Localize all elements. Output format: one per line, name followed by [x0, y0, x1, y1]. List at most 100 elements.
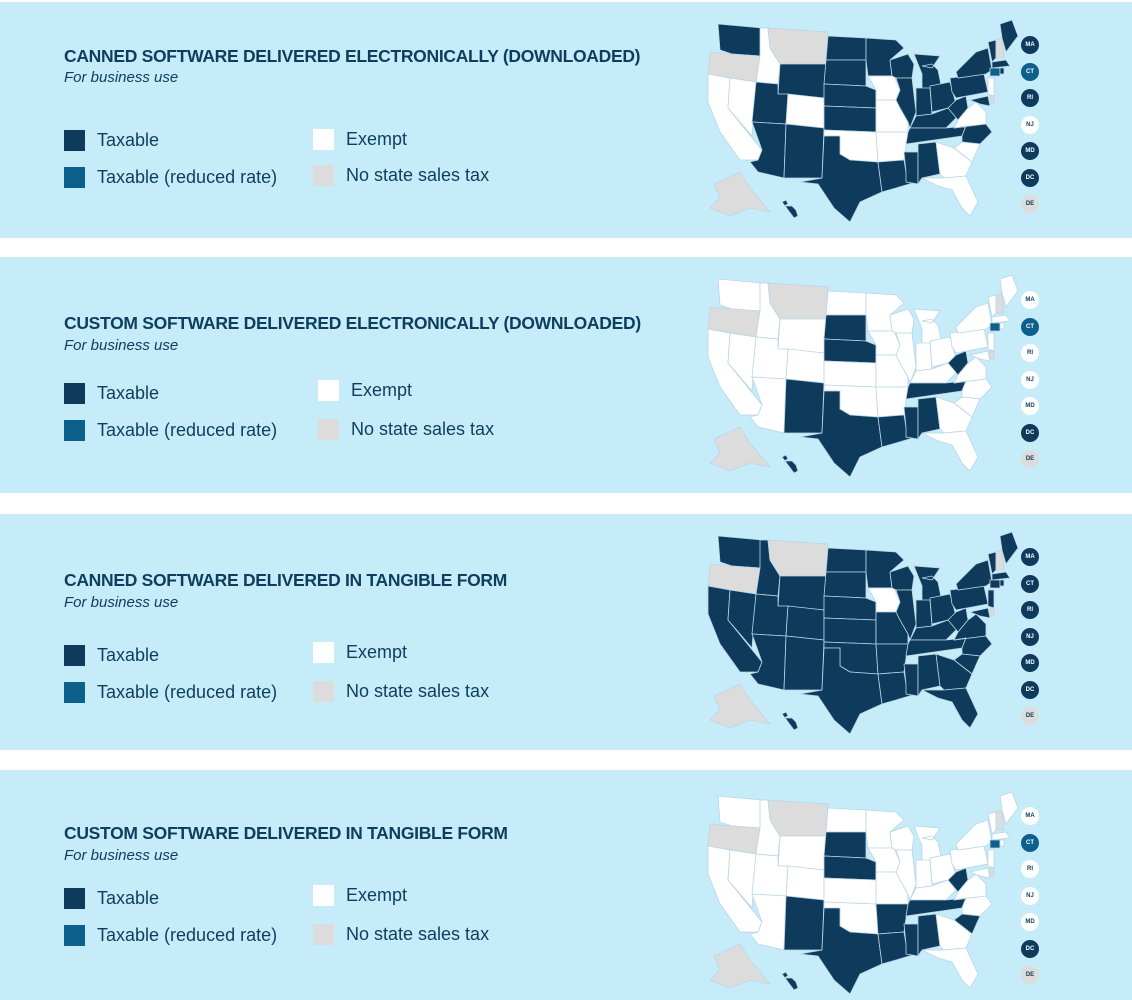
- state-wy: [777, 318, 827, 354]
- state-tx: [799, 390, 883, 477]
- exempt-swatch: [318, 380, 339, 401]
- state-mi: [913, 565, 943, 605]
- state-ct: [989, 579, 1001, 589]
- state-mt: [767, 799, 829, 837]
- panel-title: CUSTOM SOFTWARE DELIVERED ELECTRONICALLY…: [64, 313, 641, 333]
- state-nm: [783, 123, 825, 179]
- state-fl: [921, 687, 979, 729]
- state-mi: [913, 308, 943, 348]
- badge-nj: NJ: [1021, 370, 1039, 389]
- state-me: [999, 531, 1019, 565]
- state-hi: [781, 199, 799, 219]
- state-sd: [823, 571, 867, 599]
- state-nh: [995, 549, 1005, 571]
- state-nj: [987, 849, 995, 869]
- state-mt: [767, 539, 829, 577]
- state-ak: [709, 943, 772, 989]
- state-ct: [989, 839, 1001, 849]
- state-ne: [823, 595, 877, 621]
- us-map: [707, 791, 1019, 994]
- state-ar: [875, 131, 909, 163]
- taxable-swatch: [64, 645, 85, 666]
- state-ri: [999, 322, 1005, 330]
- state-ma: [991, 314, 1011, 324]
- legend-reduced: Taxable (reduced rate): [64, 925, 277, 946]
- badge-ri: RI: [1021, 89, 1039, 107]
- state-nm: [783, 635, 825, 691]
- badge-ri: RI: [1021, 860, 1039, 878]
- badge-nj: NJ: [1021, 115, 1039, 134]
- state-de: [989, 350, 995, 360]
- state-al: [917, 913, 941, 958]
- badge-de: DE: [1021, 707, 1039, 725]
- legend-exempt: Exempt: [318, 380, 412, 401]
- state-il: [895, 332, 917, 385]
- state-pa: [949, 845, 989, 871]
- us-map: [707, 274, 1019, 477]
- legend-no-tax: No state sales tax: [313, 165, 489, 186]
- state-nv: [727, 77, 757, 137]
- badge-md: MD: [1021, 142, 1039, 160]
- state-me: [999, 274, 1019, 308]
- state-tn: [905, 637, 967, 657]
- panel-subtitle: For business use: [64, 337, 179, 354]
- badge-ri: RI: [1021, 601, 1039, 619]
- state-nh: [995, 809, 1005, 831]
- state-co: [785, 93, 825, 129]
- state-ar: [875, 386, 909, 418]
- no-tax-swatch: [313, 165, 334, 186]
- state-md: [968, 95, 991, 107]
- state-co: [785, 605, 825, 641]
- state-sd: [823, 831, 867, 859]
- state-in: [915, 342, 933, 372]
- state-hi: [781, 711, 799, 731]
- state-fl: [921, 175, 979, 217]
- badge-ma: MA: [1021, 291, 1039, 309]
- state-il: [895, 849, 917, 902]
- state-sd: [823, 59, 867, 87]
- state-ri: [999, 67, 1005, 75]
- badge-dc: DC: [1021, 168, 1039, 187]
- badge-ct: CT: [1021, 574, 1039, 593]
- panel-custom-electronic: CUSTOM SOFTWARE DELIVERED ELECTRONICALLY…: [0, 257, 1132, 493]
- state-wy: [777, 63, 827, 99]
- exempt-swatch: [313, 885, 334, 906]
- legend-reduced: Taxable (reduced rate): [64, 167, 277, 188]
- panel-subtitle: For business use: [64, 847, 179, 864]
- badge-de: DE: [1021, 195, 1039, 213]
- badge-dc: DC: [1021, 680, 1039, 699]
- state-ak: [709, 683, 772, 729]
- state-mt: [767, 282, 829, 320]
- state-ma: [991, 571, 1011, 581]
- state-ms: [903, 923, 919, 957]
- panel-subtitle: For business use: [64, 594, 179, 611]
- legend-exempt: Exempt: [313, 885, 407, 906]
- state-sd: [823, 314, 867, 342]
- state-tn: [905, 380, 967, 400]
- state-il: [895, 589, 917, 642]
- badge-ma: MA: [1021, 36, 1039, 54]
- state-ny: [955, 559, 993, 591]
- state-wa: [717, 795, 763, 829]
- state-ct: [989, 322, 1001, 332]
- state-wa: [717, 278, 763, 312]
- state-nj: [987, 77, 995, 97]
- state-ks: [823, 877, 877, 905]
- state-nd: [825, 290, 867, 316]
- us-map: [707, 531, 1019, 734]
- badge-ma: MA: [1021, 548, 1039, 566]
- legend-reduced: Taxable (reduced rate): [64, 420, 277, 441]
- legend-reduced: Taxable (reduced rate): [64, 682, 277, 703]
- badge-nj: NJ: [1021, 886, 1039, 905]
- legend-exempt: Exempt: [313, 642, 407, 663]
- state-mi: [913, 825, 943, 865]
- state-nd: [825, 807, 867, 833]
- state-nj: [987, 332, 995, 352]
- state-ma: [991, 59, 1011, 69]
- badge-ct: CT: [1021, 317, 1039, 336]
- us-map: [707, 19, 1019, 222]
- state-al: [917, 141, 941, 186]
- state-ms: [903, 406, 919, 440]
- state-ks: [823, 617, 877, 645]
- badge-md: MD: [1021, 913, 1039, 931]
